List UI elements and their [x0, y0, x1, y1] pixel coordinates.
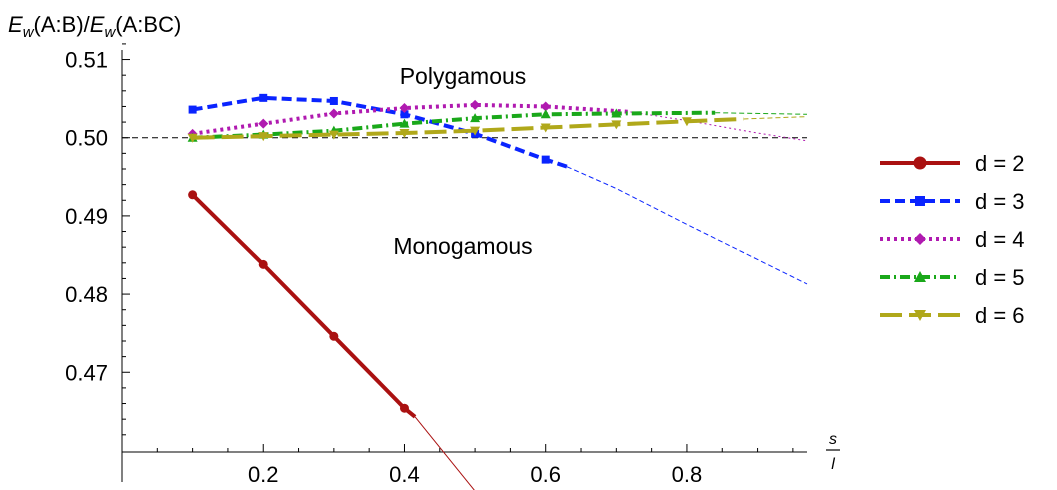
x-tick-label: 0.6 [530, 462, 561, 487]
data-point [399, 118, 410, 128]
data-point [400, 110, 409, 119]
data-point [540, 101, 551, 112]
y-title-num-sub: w [23, 24, 35, 41]
legend-marker [914, 233, 926, 245]
x-tick-label: 0.8 [672, 462, 703, 487]
y-tick-label: 0.50 [65, 126, 108, 151]
data-point [188, 105, 197, 114]
x-tick-label: 0.2 [248, 462, 279, 487]
y-tick-label: 0.47 [65, 360, 108, 385]
data-point [541, 155, 550, 164]
data-point [399, 403, 409, 413]
legend: d = 2 d = 3 d = 4 d = 5 d = 6 [880, 151, 1025, 328]
legend-marker [914, 271, 926, 282]
annotation-polygamous: Polygamous [400, 63, 527, 89]
y-tick-label: 0.49 [65, 204, 108, 229]
data-point [329, 331, 339, 341]
series-extension-line [715, 112, 808, 115]
data-point [259, 93, 268, 102]
y-title-den-sub: w [104, 24, 116, 41]
y-title-den-rest: (A:BC) [115, 12, 181, 37]
legend-marker [913, 156, 927, 170]
x-tick-label: 0.4 [389, 462, 420, 487]
data-point [258, 118, 269, 129]
data-point [470, 113, 481, 123]
data-point [470, 99, 481, 110]
y-title-num-e: E [8, 12, 23, 37]
y-tick-label: 0.48 [65, 282, 108, 307]
data-point [328, 130, 339, 140]
y-tick-label: 0.51 [65, 48, 108, 73]
series-d6 [187, 116, 808, 143]
data-point [329, 96, 338, 105]
data-point [470, 126, 481, 136]
data-point [188, 190, 198, 200]
data-point [187, 133, 198, 143]
data-point [258, 132, 269, 142]
y-title-den-e: E [90, 12, 105, 37]
x-axis-label-den: l [831, 456, 835, 473]
data-point [611, 120, 622, 130]
legend-label: d = 5 [975, 265, 1025, 290]
series-line [192, 110, 716, 140]
legend-marker [915, 196, 925, 206]
legend-label: d = 2 [975, 151, 1025, 176]
series-line [191, 193, 417, 419]
data-point [258, 259, 268, 269]
y-axis-title: Ew(A:B)/Ew(A:BC) [8, 12, 181, 41]
legend-marker [914, 310, 926, 321]
data-point [399, 103, 410, 114]
series-extension-line [414, 416, 475, 490]
data-point [540, 123, 551, 133]
data-point [328, 108, 339, 119]
legend-label: d = 6 [975, 303, 1025, 328]
series-extension-line [743, 116, 808, 120]
y-title-num-rest: (A:B)/ [34, 12, 91, 37]
annotation-monogamous: Monogamous [393, 233, 532, 259]
series-d2 [188, 190, 475, 490]
legend-label: d = 4 [975, 227, 1025, 252]
data-point [540, 109, 551, 119]
series-extension-line [630, 111, 808, 142]
data-point [681, 117, 692, 127]
data-point [399, 129, 410, 139]
series-line [192, 102, 631, 136]
series-extension-line [566, 166, 808, 285]
plot-area [122, 93, 808, 490]
axes: 0.2 0.4 0.6 0.8 0.47 0.48 0.49 0.50 0.51 [65, 43, 807, 487]
x-axis-label-num: s [829, 431, 837, 448]
legend-label: d = 3 [975, 189, 1025, 214]
data-point [611, 108, 622, 118]
